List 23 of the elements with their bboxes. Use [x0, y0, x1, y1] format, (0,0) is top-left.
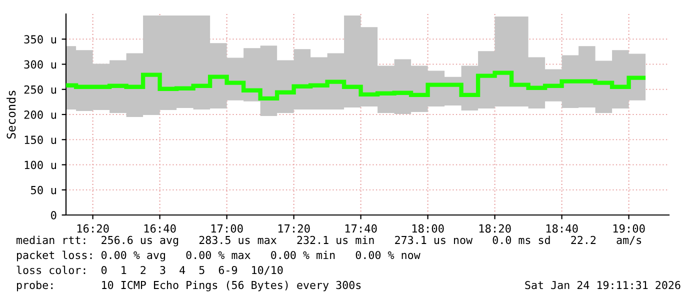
- text: Sat Jan 24 19:11:31 2026: [525, 280, 680, 290]
- y-tick-label: 250 u: [24, 85, 56, 94]
- x-tick-label: 17:20: [278, 224, 310, 233]
- y-tick-label: 300 u: [24, 60, 56, 69]
- x-tick-label: 17:00: [211, 224, 243, 233]
- text: loss color: 0 1 2 3 4 5 6-9 10/10: [16, 266, 283, 276]
- x-tick-label: 18:40: [546, 224, 578, 233]
- y-axis-title: Seconds: [6, 90, 16, 139]
- y-tick-label: 200 u: [24, 110, 56, 119]
- y-tick-label: 150 u: [24, 136, 56, 144]
- text: packet loss: 0.00 % avg 0.00 % max 0.00 % min 0.00 % now: [17, 250, 420, 262]
- text: probe: 10 ICMP Echo Pings (56 Bytes) every 300s: [17, 280, 361, 292]
- x-tick-label: 18:00: [412, 224, 444, 233]
- x-tick-label: 19:00: [613, 224, 645, 233]
- x-tick-label: 16:40: [144, 224, 176, 233]
- y-tick-label: 350 u: [24, 35, 56, 44]
- y-tick-label: 0: [51, 211, 56, 220]
- x-tick-label: 18:20: [479, 224, 511, 233]
- x-tick-label: 17:40: [345, 224, 377, 233]
- y-tick-label: 50 u: [30, 186, 56, 194]
- text: median rtt: 256.6 us avg 283.5 us max 232.1 us min 273.1 us now 0.0 ms sd 22.2 am/s: [16, 236, 642, 246]
- y-tick-label: 100 u: [24, 160, 56, 170]
- x-tick-label: 16:20: [77, 224, 109, 233]
